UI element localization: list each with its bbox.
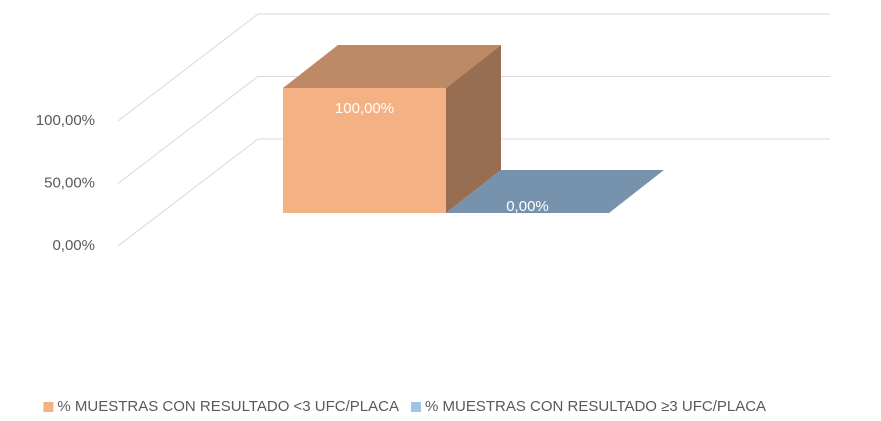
legend-swatch: [411, 402, 421, 412]
bar-top: [283, 45, 501, 88]
y-tick-label: 100,00%: [36, 112, 95, 129]
legend-label: % MUESTRAS CON RESULTADO <3 UFC/PLACA: [57, 398, 399, 415]
legend-swatch: [43, 402, 54, 412]
grid-line: [117, 76, 259, 184]
data-label: 0,00%: [506, 198, 549, 215]
y-tick-label: 0,00%: [52, 237, 95, 254]
y-tick-label: 50,00%: [44, 174, 95, 191]
bar-front: [283, 88, 446, 213]
bar-side: [446, 45, 501, 213]
legend-label: % MUESTRAS CON RESULTADO ≥3 UFC/PLACA: [425, 398, 766, 415]
grid-line: [117, 13, 259, 122]
data-label: 100,00%: [335, 100, 394, 117]
bar-top: [446, 170, 664, 213]
grid-line: [117, 138, 259, 247]
